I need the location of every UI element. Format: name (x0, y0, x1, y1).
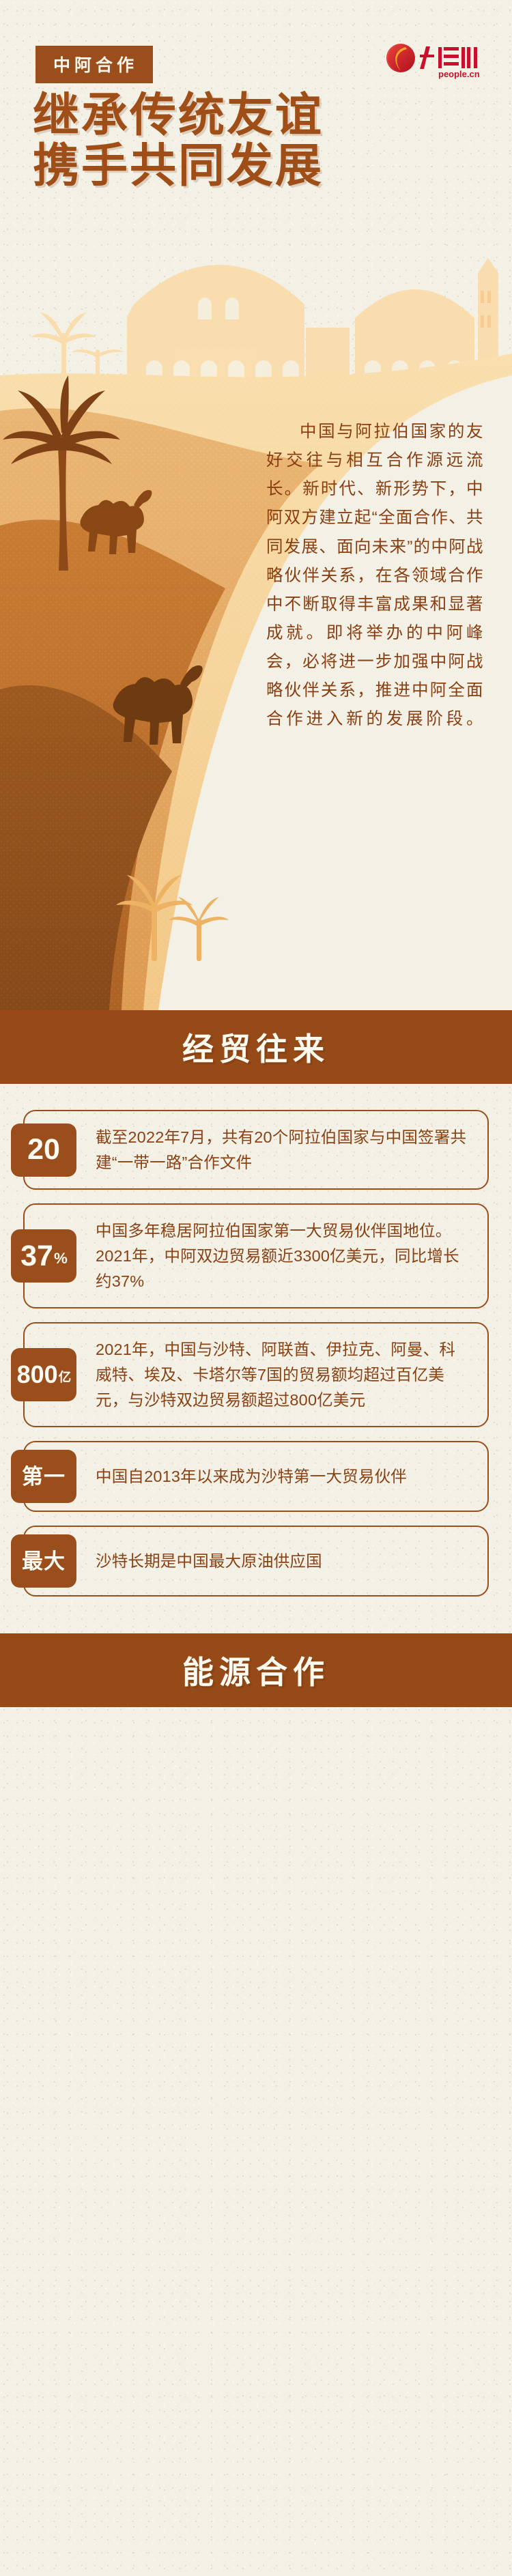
title-line-2: 携手共同发展 (33, 140, 324, 192)
badge-value: 800 (16, 1360, 58, 1389)
card-text: 沙特长期是中国最大原油供应国 (96, 1551, 322, 1570)
card-text: 2021年，中国与沙特、阿联酋、伊拉克、阿曼、科威特、埃及、卡塔尔等7国的贸易额… (96, 1341, 456, 1409)
badge-value: 最大 (22, 1549, 66, 1573)
card-text: 2018年7月，中国国家能源局与阿拉伯联盟秘书处签署合作协议，共同建立中阿清洁能… (44, 1753, 468, 1797)
desert-illustration (0, 171, 512, 1010)
hero-top-bar: 中阿合作 people.cn (0, 0, 512, 225)
camel-upper (80, 489, 152, 554)
list-item[interactable]: 沙特能源部部长外事高级顾问纳赛尔·阿尔多斯利：“作为全球领先的能源生产国，沙特认… (23, 2037, 489, 2177)
badge-unit: 亿 (58, 1369, 72, 1384)
list-item[interactable]: 2021年8月，中阿能源合作高峰论坛成功召开，签约成果共10余项，总投资超千亿元 (23, 1935, 489, 2024)
hero-section: 中阿合作 people.cn (0, 0, 512, 1010)
badge-value: 20 (27, 1133, 60, 1167)
card-text: 2020年，中国从阿进口原油2.78亿吨，占中国原油进口总量的51.3% (44, 1855, 468, 1899)
card-text: 截至2022年7月，共有20个阿拉伯国家与中国签署共建“一带一路”合作文件 (96, 1128, 467, 1171)
table-row[interactable]: 第一 中国自2013年以来成为沙特第一大贸易伙伴 (11, 1441, 489, 1513)
table-row[interactable]: 最大 沙特长期是中国最大原油供应国 (11, 1526, 489, 1597)
status-badge: 第一 (11, 1450, 76, 1504)
badge-unit: % (53, 1250, 68, 1268)
section-title-trade: 经贸往来 (182, 1031, 330, 1067)
energy-card-list: 2018年7月，中国国家能源局与阿拉伯联盟秘书处签署合作协议，共同建立中阿清洁能… (0, 1707, 512, 2229)
list-item[interactable]: 2020年，中国从阿进口原油2.78亿吨，占中国原油进口总量的51.3% (23, 1833, 489, 1922)
badge-value: 第一 (22, 1464, 66, 1489)
table-row[interactable]: 20 截至2022年7月，共有20个阿拉伯国家与中国签署共建“一带一路”合作文件 (11, 1110, 489, 1190)
status-badge: 最大 (11, 1534, 76, 1588)
people-cn-logo[interactable]: people.cn (385, 41, 483, 79)
trade-card-list: 20 截至2022年7月，共有20个阿拉伯国家与中国签署共建“一带一路”合作文件… (0, 1084, 512, 1633)
camel-lower (113, 665, 203, 745)
palm-group-gold (116, 875, 229, 961)
status-badge: 20 (11, 1123, 76, 1177)
section-header-trade: 经贸往来 (0, 1010, 512, 1084)
page-title: 继承传统友谊 携手共同发展 (33, 90, 324, 191)
topic-tag: 中阿合作 (35, 46, 154, 83)
list-item[interactable]: 2018年7月，中国国家能源局与阿拉伯联盟秘书处签署合作协议，共同建立中阿清洁能… (23, 1732, 489, 1820)
card-text: 中国自2013年以来成为沙特第一大贸易伙伴 (96, 1467, 407, 1485)
card-text: 沙特能源部部长外事高级顾问纳赛尔·阿尔多斯利：“作为全球领先的能源生产国，沙特认… (44, 2058, 468, 2153)
section-title-energy: 能源合作 (182, 1655, 330, 1691)
table-row[interactable]: 800 亿 2021年，中国与沙特、阿联酋、伊拉克、阿曼、科威特、埃及、卡塔尔等7… (11, 1322, 489, 1428)
status-badge: 800 亿 (11, 1348, 76, 1402)
section-header-energy: 能源合作 (0, 1633, 512, 1708)
logo-subtitle: people.cn (438, 69, 480, 79)
intro-block: 中国与阿拉伯国家的友好交往与相互合作源远流长。新时代、新形势下，中阿双方建立起“… (266, 418, 483, 734)
intro-paragraph: 中国与阿拉伯国家的友好交往与相互合作源远流长。新时代、新形势下，中阿双方建立起“… (266, 423, 483, 729)
title-line-1: 继承传统友谊 (33, 89, 324, 141)
status-badge: 37% (11, 1229, 76, 1283)
palm-large (3, 375, 120, 571)
card-text: 2021年8月，中阿能源合作高峰论坛成功召开，签约成果共10余项，总投资超千亿元 (44, 1956, 468, 2001)
mosque-skyline (127, 258, 498, 389)
card-text: 中国多年稳居阿拉伯国家第一大贸易伙伴国地位。2021年，中阿双边贸易额近3300… (96, 1222, 459, 1290)
table-row[interactable]: 37% 中国多年稳居阿拉伯国家第一大贸易伙伴国地位。2021年，中阿双边贸易额近… (11, 1203, 489, 1309)
badge-value: 37 (20, 1239, 53, 1272)
